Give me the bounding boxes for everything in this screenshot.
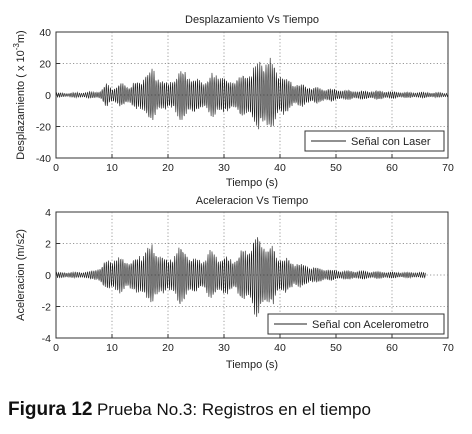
y-tick-label: -40 bbox=[36, 153, 51, 165]
x-ticks: 0 10 20 30 40 50 60 70 bbox=[53, 334, 454, 354]
x-axis-label: Tiempo (s) bbox=[226, 359, 278, 371]
y-axis-label: Aceleracion (m/s2) bbox=[15, 229, 27, 321]
y-tick-label: 4 bbox=[45, 207, 51, 219]
displacement-chart: Desplazamiento Vs Tiempo 0 10 20 30 40 50 60 70… bbox=[12, 14, 454, 189]
y-ticks: 4 2 0 -2 -4 bbox=[42, 207, 60, 345]
x-tick-label: 50 bbox=[330, 162, 342, 174]
x-tick-label: 0 bbox=[53, 162, 59, 174]
y-tick-label: 20 bbox=[39, 59, 51, 71]
y-tick-label: -4 bbox=[42, 333, 51, 345]
x-tick-label: 50 bbox=[330, 342, 342, 354]
x-ticks: 0 10 20 30 40 50 60 70 bbox=[53, 154, 454, 174]
x-tick-label: 0 bbox=[53, 342, 59, 354]
x-tick-label: 20 bbox=[162, 342, 174, 354]
y-tick-label: -20 bbox=[36, 122, 51, 134]
x-tick-label: 60 bbox=[386, 162, 398, 174]
y-tick-label: 0 bbox=[45, 90, 51, 102]
y-tick-label: -2 bbox=[42, 302, 51, 314]
y-ticks: 40 20 0 -20 -40 bbox=[36, 27, 60, 165]
x-tick-label: 30 bbox=[218, 342, 230, 354]
signal-trace bbox=[55, 237, 426, 317]
y-axis-label: Desplazamiento ( x 10-3m) bbox=[12, 30, 27, 159]
x-tick-label: 30 bbox=[218, 162, 230, 174]
x-tick-label: 70 bbox=[442, 162, 454, 174]
acceleration-chart: Aceleracion Vs Tiempo 0 10 20 30 40 50 60 70 42… bbox=[15, 195, 454, 371]
grid bbox=[56, 32, 448, 158]
x-tick-label: 40 bbox=[274, 162, 286, 174]
legend: Señal con Acelerometro bbox=[267, 313, 445, 335]
y-tick-label: 0 bbox=[45, 270, 51, 282]
x-tick-label: 20 bbox=[162, 162, 174, 174]
legend: Señal con Laser bbox=[304, 130, 445, 152]
figure-caption: Figura 12 Prueba No.3: Registros en el t… bbox=[8, 399, 371, 421]
x-tick-label: 10 bbox=[106, 162, 118, 174]
legend-label: Señal con Laser bbox=[351, 136, 431, 148]
legend-label: Señal con Acelerometro bbox=[312, 319, 429, 331]
x-tick-label: 40 bbox=[274, 342, 286, 354]
chart-title: Desplazamiento Vs Tiempo bbox=[185, 14, 319, 26]
x-tick-label: 60 bbox=[386, 342, 398, 354]
signal-trace bbox=[55, 57, 449, 130]
signal-line bbox=[55, 57, 449, 130]
figure-canvas: Desplazamiento Vs Tiempo 0 10 20 30 40 50 60 70… bbox=[12, 14, 454, 371]
signal-line bbox=[55, 237, 426, 317]
y-tick-label: 2 bbox=[45, 239, 51, 251]
chart-title: Aceleracion Vs Tiempo bbox=[196, 195, 309, 207]
x-tick-label: 10 bbox=[106, 342, 118, 354]
y-tick-label: 40 bbox=[39, 27, 51, 39]
figure-caption-text: Prueba No.3: Registros en el tiempo bbox=[96, 400, 371, 419]
legend-box bbox=[267, 313, 445, 335]
legend-box bbox=[304, 130, 445, 152]
figure-number: Figura 12 bbox=[8, 399, 93, 420]
x-tick-label: 70 bbox=[442, 342, 454, 354]
x-axis-label: Tiempo (s) bbox=[226, 177, 278, 189]
